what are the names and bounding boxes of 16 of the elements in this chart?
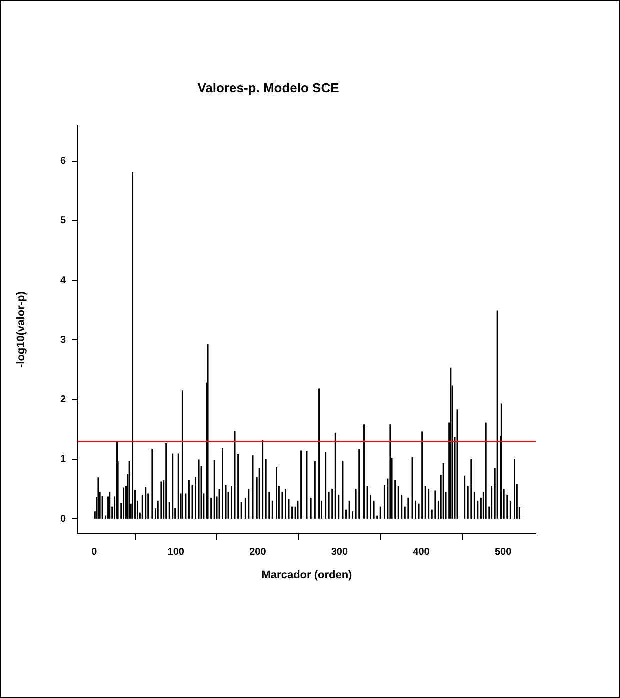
chart-title: Valores-p. Modelo SCE xyxy=(198,80,340,96)
x-tick-label: 100 xyxy=(168,546,185,558)
y-tick-label: 3 xyxy=(60,334,66,346)
y-tick-label: 0 xyxy=(60,514,66,525)
x-axis-title: Marcador (orden) xyxy=(262,569,353,582)
y-tick-label: 6 xyxy=(60,156,66,168)
x-tick-label: 200 xyxy=(250,546,267,558)
x-tick-label: 500 xyxy=(494,546,512,558)
y-tick-label: 2 xyxy=(60,394,66,406)
y-tick-label: 4 xyxy=(60,275,66,286)
x-tick-label: 300 xyxy=(331,546,348,558)
x-tick-label: 0 xyxy=(92,546,98,558)
y-tick-label: 1 xyxy=(60,454,66,466)
y-tick-label: 5 xyxy=(60,216,66,227)
y-axis-title: -log10(valor-p) xyxy=(16,291,28,368)
x-tick-label: 400 xyxy=(413,546,430,558)
